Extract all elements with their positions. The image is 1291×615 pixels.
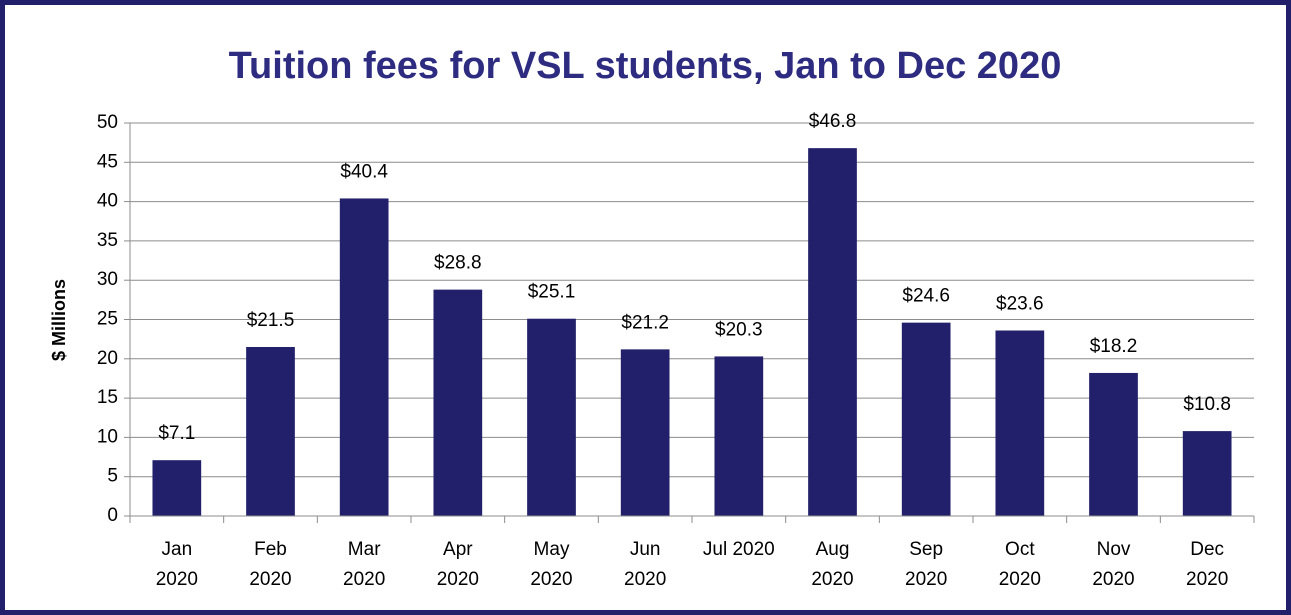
chart-title: Tuition fees for VSL students, Jan to De… <box>229 45 1062 87</box>
y-tick-label: 35 <box>97 230 118 251</box>
x-tick-label: Jul 2020 <box>703 539 775 560</box>
data-label: $46.8 <box>809 111 857 132</box>
bar <box>246 347 295 516</box>
data-label: $24.6 <box>902 286 950 307</box>
data-label: $7.1 <box>158 423 195 444</box>
data-label: $20.3 <box>715 319 763 340</box>
x-tick-label: May 2020 <box>530 539 572 590</box>
y-tick-label: 0 <box>107 505 118 526</box>
x-tick-label: Dec 2020 <box>1186 539 1228 590</box>
x-tick-label: Jan 2020 <box>156 539 198 590</box>
bar <box>620 349 670 516</box>
data-label: $23.6 <box>996 294 1044 315</box>
x-tick-label: Apr 2020 <box>437 539 479 590</box>
bar <box>527 318 576 516</box>
bar <box>433 289 483 516</box>
bar <box>901 322 951 516</box>
y-tick-label: 30 <box>97 269 118 290</box>
y-tick-label: 10 <box>97 426 118 447</box>
bar <box>152 460 202 516</box>
y-tick-label: 40 <box>97 191 118 212</box>
x-tick-label: Mar 2020 <box>343 539 385 590</box>
y-tick-label: 50 <box>97 112 118 133</box>
data-label: $10.8 <box>1183 394 1231 415</box>
x-tick-label: Sep 2020 <box>905 539 947 590</box>
bar <box>808 148 857 517</box>
x-tick-label: Nov 2020 <box>1092 539 1134 590</box>
y-tick-label: 5 <box>107 466 118 487</box>
y-tick-label: 45 <box>97 151 118 172</box>
x-tick-label: Aug 2020 <box>811 539 853 590</box>
data-label: $18.2 <box>1090 336 1138 357</box>
data-label: $25.1 <box>528 282 576 303</box>
bar <box>1089 372 1138 516</box>
data-label: $28.8 <box>434 253 482 274</box>
data-label: $40.4 <box>340 161 388 182</box>
bar <box>995 330 1045 516</box>
x-tick-label: Jun 2020 <box>624 539 666 590</box>
data-label: $21.2 <box>621 312 669 333</box>
y-tick-label: 25 <box>97 309 118 330</box>
bar <box>1182 431 1232 516</box>
bar <box>714 356 764 516</box>
x-tick-label: Oct 2020 <box>999 539 1041 590</box>
bar <box>339 198 389 516</box>
y-tick-label: 20 <box>97 348 118 369</box>
y-axis-label: $ Millions <box>49 279 69 361</box>
y-tick-label: 15 <box>97 387 118 408</box>
x-tick-label: Feb 2020 <box>249 539 291 590</box>
data-label: $21.5 <box>247 310 295 331</box>
